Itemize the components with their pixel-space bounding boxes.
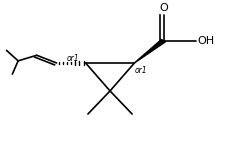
Text: O: O [159,3,168,13]
Text: OH: OH [197,36,214,46]
Text: or1: or1 [67,54,80,63]
Polygon shape [135,39,166,63]
Text: or1: or1 [135,66,147,75]
